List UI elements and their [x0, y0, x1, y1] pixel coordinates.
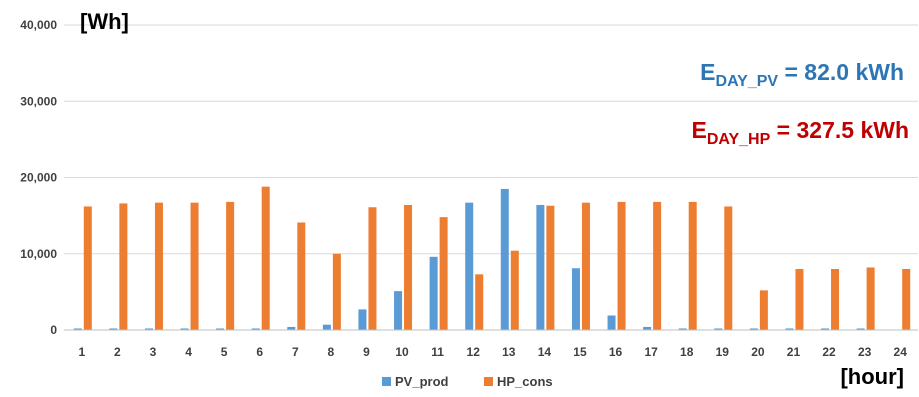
annotation-hp-energy: EDAY_HP = 327.5 kWh [692, 117, 910, 148]
x-tick-label: 8 [328, 345, 335, 359]
x-tick-label: 5 [221, 345, 228, 359]
bar-hp-cons-11 [439, 217, 448, 330]
x-tick-label: 23 [858, 345, 872, 359]
bar-hp-cons-10 [404, 204, 413, 330]
bar-pv-prod-13 [500, 188, 509, 330]
x-tick-label: 12 [467, 345, 481, 359]
bar-hp-cons-19 [724, 206, 733, 330]
bar-pv-prod-21 [785, 328, 794, 330]
x-tick-label: 11 [431, 345, 444, 359]
bar-hp-cons-21 [795, 269, 804, 330]
legend-label-pv-prod: PV_prod [395, 374, 449, 389]
bar-pv-prod-10 [394, 291, 403, 330]
gridlines [64, 24, 918, 255]
bar-pv-prod-7 [287, 326, 296, 330]
bar-hp-cons-14 [546, 205, 555, 330]
annotation-pv-value: = 82.0 kWh [778, 59, 904, 85]
x-tick-label: 9 [363, 345, 370, 359]
bar-pv-prod-3 [144, 328, 153, 330]
x-tick-label: 22 [822, 345, 836, 359]
annotation-hp-value: = 327.5 kWh [770, 117, 909, 143]
bar-pv-prod-19 [714, 328, 723, 330]
bar-hp-cons-20 [759, 290, 768, 330]
bar-pv-prod-15 [571, 268, 580, 330]
x-tick-label: 19 [716, 345, 730, 359]
bar-pv-prod-1 [73, 328, 82, 330]
bar-pv-prod-12 [465, 202, 474, 330]
bar-hp-cons-8 [332, 253, 341, 330]
bar-pv-prod-16 [607, 315, 616, 330]
bar-pv-prod-20 [749, 328, 758, 330]
bar-hp-cons-17 [653, 201, 662, 330]
x-tick-label: 13 [502, 345, 516, 359]
bar-pv-prod-8 [322, 324, 331, 330]
bar-hp-cons-3 [154, 202, 163, 330]
x-tick-label: 18 [680, 345, 694, 359]
bar-hp-cons-12 [475, 274, 484, 330]
x-tick-label: 15 [573, 345, 587, 359]
bar-hp-cons-9 [368, 207, 377, 330]
x-tick-label: 4 [185, 345, 192, 359]
bar-pv-prod-14 [536, 204, 545, 330]
bars [73, 186, 911, 330]
bar-hp-cons-13 [510, 250, 519, 330]
bar-pv-prod-4 [180, 328, 189, 330]
bar-hp-cons-6 [261, 186, 270, 330]
x-tick-label: 17 [644, 345, 658, 359]
y-tick-label: 40,000 [20, 18, 57, 32]
y-tick-label: 10,000 [20, 247, 57, 261]
bar-pv-prod-23 [856, 328, 865, 330]
annotation-hp-main: E [692, 117, 707, 143]
bar-hp-cons-2 [119, 203, 128, 330]
x-tick-label: 10 [395, 345, 409, 359]
bar-pv-prod-9 [358, 309, 367, 330]
bar-pv-prod-11 [429, 256, 438, 330]
y-tick-label: 20,000 [20, 171, 57, 185]
x-tick-label: 7 [292, 345, 299, 359]
bar-hp-cons-5 [226, 201, 235, 330]
annotation-hp-subscript: DAY_HP [707, 131, 771, 148]
legend-swatch-pv-prod [382, 377, 391, 386]
y-tick-label: 30,000 [20, 94, 57, 108]
bar-hp-cons-1 [83, 206, 92, 330]
y-axis-unit-label: [Wh] [80, 9, 129, 34]
x-tick-label: 2 [114, 345, 121, 359]
bar-pv-prod-18 [678, 328, 687, 330]
bar-hp-cons-18 [688, 201, 697, 330]
bar-pv-prod-17 [643, 326, 652, 330]
bar-pv-prod-5 [216, 328, 225, 330]
bar-pv-prod-2 [109, 328, 118, 330]
bar-hp-cons-16 [617, 201, 626, 330]
x-axis-unit-label: [hour] [840, 364, 904, 389]
annotation-pv-subscript: DAY_PV [716, 73, 779, 90]
x-tick-label: 21 [787, 345, 801, 359]
bar-hp-cons-24 [902, 269, 911, 330]
x-tick-label: 16 [609, 345, 623, 359]
legend-label-hp-cons: HP_cons [497, 374, 553, 389]
annotation-pv-main: E [700, 59, 715, 85]
bar-hp-cons-15 [581, 202, 590, 330]
bar-hp-cons-22 [831, 269, 840, 330]
x-tick-label: 24 [894, 345, 908, 359]
legend-swatch-hp-cons [484, 377, 493, 386]
annotation-pv-energy: EDAY_PV = 82.0 kWh [700, 59, 904, 90]
x-tick-label: 6 [256, 345, 263, 359]
x-tick-label: 20 [751, 345, 765, 359]
x-tick-label: 14 [538, 345, 552, 359]
bar-hp-cons-4 [190, 202, 199, 330]
bar-hp-cons-23 [866, 267, 875, 330]
bar-pv-prod-22 [821, 328, 830, 330]
bar-hp-cons-7 [297, 222, 306, 330]
y-tick-label: 0 [50, 323, 57, 337]
x-tick-label: 3 [150, 345, 157, 359]
legend: PV_prod HP_cons [382, 374, 553, 389]
x-tick-label: 1 [78, 345, 85, 359]
bar-pv-prod-6 [251, 328, 260, 330]
